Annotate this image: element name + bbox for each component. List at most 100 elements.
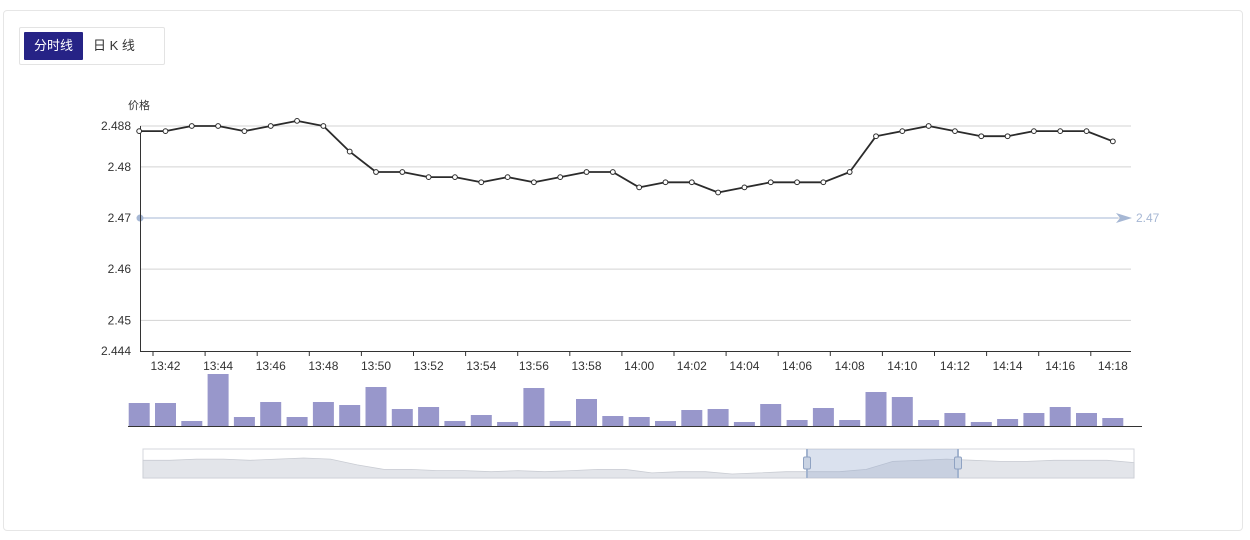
volume-bar — [576, 399, 597, 426]
volume-bar — [681, 410, 703, 426]
y-tick-label: 2.488 — [101, 119, 131, 133]
price-point — [794, 179, 800, 186]
x-tick-label: 13:48 — [308, 359, 338, 373]
x-tick-label: 13:52 — [414, 359, 444, 373]
x-tick-label: 13:44 — [203, 359, 233, 373]
price-point — [952, 128, 958, 135]
x-tick-label: 13:50 — [361, 359, 391, 373]
price-point — [294, 117, 300, 124]
price-point — [188, 123, 195, 129]
volume-bar — [865, 392, 887, 426]
axes: 2.488 2.48 2.47 2.46 2.45 2.444 13:42 13:44 13:4… — [101, 119, 1131, 373]
price-point — [636, 184, 643, 191]
y-axis-title: 价格 — [128, 98, 150, 112]
tab-intraday[interactable]: 分时线 — [24, 32, 84, 60]
price-point — [609, 169, 616, 175]
volume-bar — [1049, 407, 1071, 426]
volume-bar — [997, 419, 1019, 426]
price-point — [715, 189, 722, 196]
price-point — [1030, 128, 1037, 135]
volume-bar — [891, 397, 913, 426]
data-zoom-slider[interactable] — [142, 448, 1135, 479]
price-point — [241, 128, 248, 135]
mark-line: 2.47 — [136, 211, 1160, 225]
volume-bar — [365, 387, 387, 426]
price-point — [504, 174, 511, 181]
x-tick-label: 14:18 — [1098, 359, 1128, 373]
x-tick-label: 14:00 — [624, 359, 654, 373]
price-point — [267, 123, 274, 129]
x-tick-label: 14:14 — [993, 359, 1023, 373]
volume-series — [128, 374, 1142, 427]
price-point — [583, 169, 590, 175]
volume-bar — [812, 408, 834, 426]
zoom-handle[interactable] — [954, 456, 962, 470]
x-tick-label: 14:04 — [729, 359, 759, 373]
x-tick-label: 14:02 — [677, 359, 707, 373]
volume-bar — [286, 417, 308, 426]
y-tick-label: 2.47 — [108, 211, 132, 225]
x-tick-label: 14:12 — [940, 359, 970, 373]
price-point — [978, 133, 985, 140]
volume-bar — [207, 374, 229, 426]
zoom-selection — [807, 449, 958, 478]
price-point — [767, 179, 774, 186]
x-tick-label: 13:54 — [466, 359, 496, 373]
price-point — [136, 128, 143, 135]
volume-bar — [786, 420, 808, 426]
y-tick-label: 2.46 — [108, 262, 132, 276]
y-tick-label: 2.444 — [101, 344, 131, 358]
price-point — [162, 128, 169, 135]
volume-bar — [733, 422, 755, 426]
x-tick-label: 14:06 — [782, 359, 812, 373]
price-line — [139, 120, 1114, 194]
chart-panel — [3, 10, 1243, 531]
mark-line-arrow — [1116, 213, 1132, 224]
price-point — [452, 174, 458, 181]
x-tick-label: 13:46 — [256, 359, 286, 373]
price-point — [846, 169, 853, 175]
volume-bar — [444, 421, 466, 426]
volume-bar — [970, 422, 992, 426]
x-tick-label: 14:10 — [887, 359, 917, 373]
volume-bar — [391, 409, 413, 426]
price-point — [1083, 128, 1090, 135]
price-point — [478, 179, 485, 186]
price-point — [873, 133, 879, 140]
volume-bar — [418, 407, 440, 426]
volume-bar — [760, 404, 782, 426]
volume-bar — [339, 405, 361, 426]
price-point — [1109, 138, 1116, 145]
volume-bar — [181, 421, 203, 426]
price-point — [1004, 133, 1011, 140]
volume-bar — [497, 422, 519, 426]
x-tick-label: 13:42 — [150, 359, 180, 373]
price-point — [1057, 128, 1064, 135]
price-point — [399, 169, 406, 175]
price-point — [741, 184, 748, 191]
tab-daily-k[interactable]: 日 K 线 — [93, 38, 135, 53]
volume-bar — [1102, 418, 1124, 426]
view-tabs: 分时线 日 K 线 — [19, 27, 165, 65]
price-point — [373, 169, 379, 175]
volume-bar — [128, 403, 150, 426]
volume-bar — [1076, 413, 1097, 426]
volume-bar — [233, 417, 255, 426]
volume-bar — [470, 415, 492, 426]
zoom-handle[interactable] — [803, 456, 811, 470]
price-point — [688, 179, 695, 186]
price-point — [425, 174, 432, 181]
volume-bar — [549, 421, 571, 426]
price-point — [820, 179, 827, 186]
volume-bar — [523, 388, 545, 426]
volume-bar — [944, 413, 966, 426]
price-point — [662, 179, 669, 186]
volume-bar — [1023, 413, 1045, 426]
grid-lines — [140, 125, 1131, 321]
mark-line-label: 2.47 — [1136, 211, 1160, 225]
volume-bar — [655, 421, 676, 426]
volume-bar — [918, 420, 940, 426]
price-point — [899, 128, 906, 135]
x-tick-label: 14:08 — [835, 359, 865, 373]
